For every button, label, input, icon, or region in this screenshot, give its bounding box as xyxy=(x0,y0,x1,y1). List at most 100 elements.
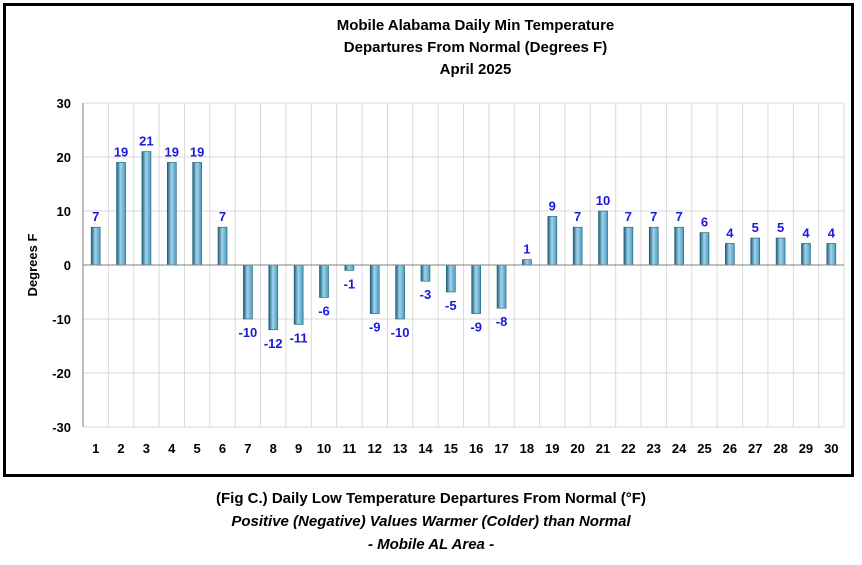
bar-day-16 xyxy=(471,264,481,314)
bar-day-18 xyxy=(522,259,532,266)
data-label-day-16: -9 xyxy=(470,320,482,335)
data-label-day-13: -10 xyxy=(391,325,410,340)
x-tick-label: 21 xyxy=(596,441,610,456)
x-tick-label: 15 xyxy=(444,441,458,456)
x-tick-label: 29 xyxy=(799,441,813,456)
x-tick-label: 30 xyxy=(824,441,838,456)
y-tick-label: 10 xyxy=(57,204,71,219)
bar-day-6 xyxy=(217,226,228,266)
data-label-day-7: -10 xyxy=(238,325,257,340)
data-label-day-6: 7 xyxy=(219,209,226,224)
bar-day-1 xyxy=(90,226,101,266)
x-tick-label: 12 xyxy=(367,441,381,456)
data-label-day-26: 4 xyxy=(726,225,734,240)
data-label-day-2: 19 xyxy=(114,144,128,159)
x-tick-label: 22 xyxy=(621,441,635,456)
chart-title-line: April 2025 xyxy=(440,61,512,78)
bar-day-24 xyxy=(674,226,684,266)
bar-day-11 xyxy=(344,264,355,271)
y-tick-label: -10 xyxy=(52,312,71,327)
x-tick-label: 13 xyxy=(393,441,407,456)
data-label-day-25: 6 xyxy=(701,215,708,230)
x-tick-label: 6 xyxy=(219,441,226,456)
data-label-day-15: -5 xyxy=(445,298,457,313)
x-tick-label: 9 xyxy=(295,441,302,456)
x-tick-label: 5 xyxy=(194,441,201,456)
chart-frame: Mobile Alabama Daily Min Temperature Depa… xyxy=(3,3,854,477)
x-tick-label: 16 xyxy=(469,441,483,456)
bar-day-15 xyxy=(446,264,456,293)
y-tick-label: 30 xyxy=(57,96,71,111)
x-tick-label: 23 xyxy=(647,441,661,456)
chart-title-line: Departures From Normal (Degrees F) xyxy=(344,39,607,56)
data-label-day-24: 7 xyxy=(675,209,682,224)
bar-day-14 xyxy=(420,264,431,282)
x-tick-label: 25 xyxy=(697,441,711,456)
bar-day-30 xyxy=(826,243,837,266)
figure-caption-area: - Mobile AL Area - xyxy=(367,536,495,553)
chart-title-line: Mobile Alabama Daily Min Temperature xyxy=(337,17,615,34)
data-label-day-20: 7 xyxy=(574,209,581,224)
x-tick-label: 28 xyxy=(773,441,787,456)
bar-day-9 xyxy=(293,264,304,325)
bar-day-12 xyxy=(369,264,380,314)
bar-day-19 xyxy=(547,216,558,266)
data-label-day-27: 5 xyxy=(752,220,759,235)
figure-caption-title: (Fig C.) Daily Low Temperature Departure… xyxy=(216,490,646,507)
bar-day-3 xyxy=(141,151,152,266)
x-tick-label: 24 xyxy=(672,441,687,456)
y-axis-title: Degrees F xyxy=(25,234,40,297)
x-tick-label: 18 xyxy=(520,441,534,456)
data-label-day-28: 5 xyxy=(777,220,784,235)
x-tick-label: 1 xyxy=(92,441,99,456)
data-label-day-10: -6 xyxy=(318,303,330,318)
x-tick-label: 11 xyxy=(342,441,356,456)
x-tick-label: 14 xyxy=(418,441,433,456)
data-label-day-1: 7 xyxy=(92,209,99,224)
data-label-day-4: 19 xyxy=(165,144,179,159)
data-label-day-14: -3 xyxy=(420,287,432,302)
x-tick-label: 26 xyxy=(723,441,737,456)
data-label-day-8: -12 xyxy=(264,336,283,351)
x-tick-label: 17 xyxy=(494,441,508,456)
data-label-day-29: 4 xyxy=(802,225,810,240)
bar-day-20 xyxy=(572,226,583,266)
data-label-day-9: -11 xyxy=(290,330,308,345)
bar-day-21 xyxy=(598,210,608,266)
bar-day-17 xyxy=(496,264,507,309)
y-tick-label: 0 xyxy=(64,258,71,273)
bar-day-27 xyxy=(750,237,761,266)
data-label-day-18: 1 xyxy=(523,242,530,257)
x-tick-label: 4 xyxy=(168,441,176,456)
data-label-day-23: 7 xyxy=(650,209,657,224)
bar-day-2 xyxy=(116,162,126,266)
x-tick-label: 27 xyxy=(748,441,762,456)
bar-day-29 xyxy=(801,243,811,266)
x-tick-label: 7 xyxy=(244,441,251,456)
data-label-day-12: -9 xyxy=(369,320,381,335)
data-label-day-19: 9 xyxy=(549,198,556,213)
bar-day-13 xyxy=(395,264,405,320)
y-tick-label: -30 xyxy=(52,420,71,435)
figure-caption-subtitle: Positive (Negative) Values Warmer (Colde… xyxy=(231,513,631,530)
x-tick-label: 10 xyxy=(317,441,331,456)
bar-day-10 xyxy=(319,264,329,298)
data-label-day-3: 21 xyxy=(139,134,153,149)
bar-day-5 xyxy=(192,162,202,266)
x-tick-label: 3 xyxy=(143,441,150,456)
bar-day-7 xyxy=(243,264,253,320)
bar-day-8 xyxy=(268,264,279,331)
x-tick-label: 8 xyxy=(270,441,277,456)
x-tick-label: 19 xyxy=(545,441,559,456)
bar-day-23 xyxy=(648,226,659,266)
x-tick-label: 20 xyxy=(570,441,584,456)
data-label-day-30: 4 xyxy=(828,225,836,240)
bar-day-4 xyxy=(166,162,177,266)
data-label-day-22: 7 xyxy=(625,209,632,224)
data-label-day-11: -1 xyxy=(344,276,356,291)
bar-day-22 xyxy=(623,226,634,266)
data-label-day-5: 19 xyxy=(190,144,204,159)
x-tick-label: 2 xyxy=(117,441,124,456)
temperature-departure-chart: Mobile Alabama Daily Min Temperature Depa… xyxy=(25,17,845,456)
bar-day-26 xyxy=(725,243,735,266)
